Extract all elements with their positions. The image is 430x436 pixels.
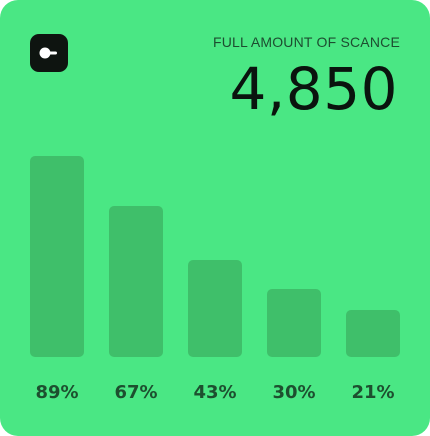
toggle-logo-icon [39, 47, 57, 59]
bar [267, 289, 321, 357]
bar [346, 310, 400, 357]
total-label: FULL AMOUNT OF SCANCE [212, 34, 400, 50]
bar [30, 156, 84, 357]
bar-value-label: 43% [193, 382, 237, 403]
total-value: 4,850 [229, 55, 398, 123]
bar-value-label: 30% [272, 382, 316, 403]
bar-value-label: 89% [35, 382, 79, 403]
bar [188, 260, 242, 357]
bar [109, 206, 163, 357]
bar-value-label: 21% [351, 382, 395, 403]
bar-value-label: 67% [114, 382, 158, 403]
logo-icon[interactable] [30, 34, 68, 72]
